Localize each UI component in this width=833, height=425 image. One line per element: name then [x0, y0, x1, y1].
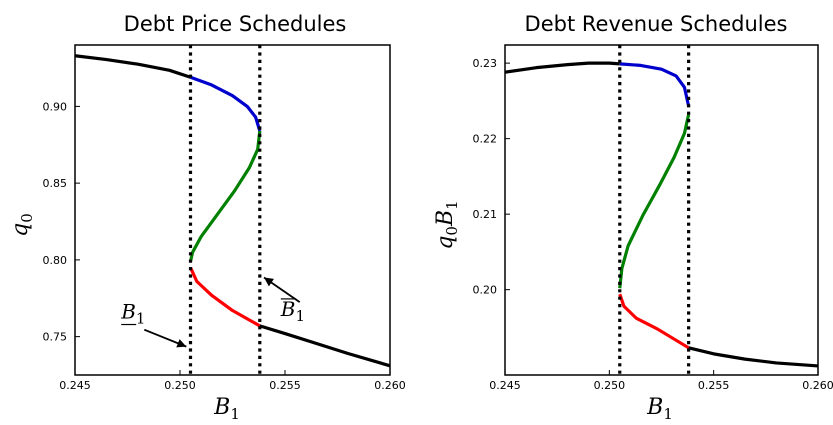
price-chart-ylabel: q0	[8, 213, 36, 237]
price-chart-title: Debt Price Schedules	[124, 12, 347, 36]
price-x-tick-label: 0.245	[59, 379, 91, 392]
revenue-series-line	[618, 114, 691, 289]
price-chart-panel: Debt Price Schedules 0.245 0.250 0.255 0.26…	[8, 12, 406, 423]
revenue-chart-xlabel: B1	[646, 395, 673, 423]
revenue-x-tick-label: 0.260	[802, 379, 833, 392]
revenue-x-tick-label: 0.255	[698, 379, 730, 392]
annotation-arrowhead	[176, 339, 187, 348]
revenue-chart-title: Debt Revenue Schedules	[525, 12, 788, 36]
price-series-line	[189, 266, 261, 328]
revenue-y-tick-label: 0.22	[473, 133, 498, 146]
revenue-chart-panel: Debt Revenue Schedules 0.245 0.250 0.255 0.…	[433, 12, 833, 423]
revenue-x-tick-label: 0.250	[594, 379, 626, 392]
price-x-tick-label: 0.255	[269, 379, 301, 392]
annotation-arrowhead	[264, 277, 274, 287]
revenue-chart-ylabel: q0B1	[433, 200, 461, 249]
price-chart-xlabel: B1	[213, 395, 240, 423]
price-chart-frame	[74, 44, 391, 376]
price-x-tick-label: 0.250	[164, 379, 196, 392]
price-series-line	[188, 130, 262, 262]
revenue-y-tick-label: 0.23	[473, 57, 498, 70]
price-series-line	[74, 54, 191, 79]
price-y-tick-label: 0.90	[43, 100, 68, 113]
price-series-line	[259, 324, 391, 368]
revenue-y-tick-label: 0.20	[473, 284, 498, 297]
revenue-series-line	[618, 293, 690, 350]
annotation-underline-label: B1	[120, 300, 145, 328]
revenue-chart-frame	[504, 44, 819, 376]
revenue-x-tick-label: 0.245	[489, 379, 521, 392]
price-y-tick-label: 0.75	[43, 331, 68, 344]
annotation-overline-label: B1	[280, 297, 305, 325]
revenue-series-line	[504, 61, 620, 74]
price-series-line	[189, 75, 262, 132]
price-y-tick-label: 0.85	[43, 177, 68, 190]
price-y-tick-label: 0.80	[43, 254, 68, 267]
price-x-tick-label: 0.260	[374, 379, 406, 392]
revenue-series-line	[688, 346, 819, 368]
revenue-series-line	[619, 62, 691, 107]
revenue-y-tick-label: 0.21	[473, 208, 498, 221]
